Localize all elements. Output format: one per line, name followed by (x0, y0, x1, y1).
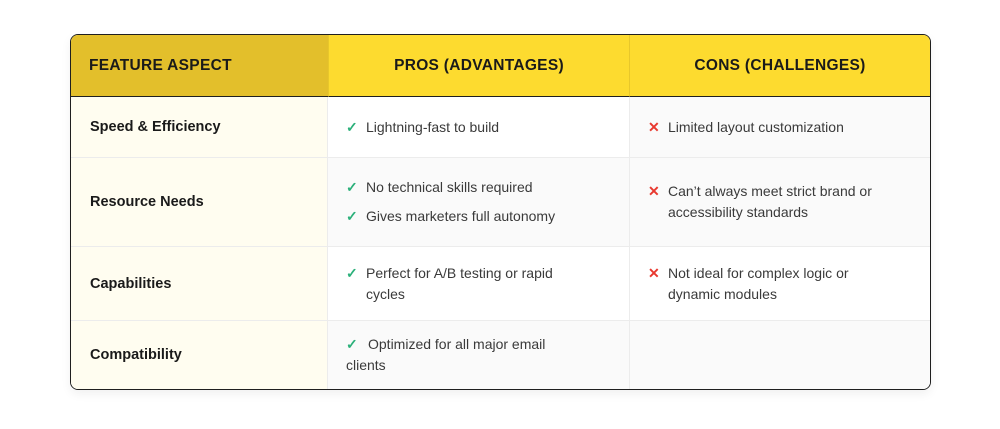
con-text: Can’t always meet strict brand or access… (668, 183, 872, 220)
row-aspect: Capabilities (71, 247, 328, 321)
con-item: ✕ Can’t always meet strict brand or acce… (648, 181, 912, 223)
row-aspect: Compatibility (71, 321, 328, 389)
row-aspect: Speed & Efficiency (71, 97, 328, 158)
row-pros: ✓ Lightning-fast to build (328, 97, 629, 158)
con-item: ✕ Not ideal for complex logic or dynamic… (648, 263, 912, 305)
pro-item: ✓ Perfect for A/B testing or rapid cycle… (346, 263, 611, 305)
con-item: ✕ Limited layout customization (648, 117, 912, 138)
row-cons: ✕ Not ideal for complex logic or dynamic… (629, 247, 930, 321)
header-cons: CONS (CHALLENGES) (629, 35, 930, 97)
check-icon: ✓ (346, 336, 358, 352)
pro-item: ✓ Lightning-fast to build (346, 117, 611, 138)
con-text: Limited layout customization (668, 118, 844, 135)
cross-icon: ✕ (648, 264, 660, 281)
pro-text: Perfect for A/B testing or rapid cycles (366, 264, 553, 302)
check-icon: ✓ (346, 118, 358, 135)
check-icon: ✓ (346, 264, 358, 281)
pro-item: ✓ No technical skills required (346, 177, 611, 198)
pro-text: No technical skills required (366, 179, 533, 195)
row-aspect: Resource Needs (71, 158, 328, 247)
check-icon: ✓ (346, 208, 358, 224)
pro-item: ✓ Gives marketers full autonomy (346, 206, 611, 227)
row-cons: ✕ Limited layout customization (629, 97, 930, 158)
cross-icon: ✕ (648, 118, 660, 135)
pro-item: ✓ Optimized for all major email clients (346, 334, 576, 376)
cross-icon: ✕ (648, 183, 660, 199)
pro-text: Gives marketers full autonomy (366, 208, 556, 224)
check-icon: ✓ (346, 179, 358, 195)
header-feature-aspect: FEATURE ASPECT (71, 35, 328, 97)
pro-text: Optimized for all major email clients (346, 336, 546, 373)
row-cons: ✕ Can’t always meet strict brand or acce… (629, 158, 930, 247)
row-pros: ✓ No technical skills required ✓ Gives m… (328, 158, 629, 247)
pro-text: Lightning-fast to build (366, 118, 500, 135)
table-grid: FEATURE ASPECT PROS (ADVANTAGES) CONS (C… (71, 35, 930, 389)
con-text: Not ideal for complex logic or dynamic m… (668, 264, 849, 302)
row-pros: ✓ Perfect for A/B testing or rapid cycle… (328, 247, 629, 321)
header-pros: PROS (ADVANTAGES) (328, 35, 629, 97)
row-pros: ✓ Optimized for all major email clients (328, 321, 629, 389)
row-cons-empty (629, 321, 930, 389)
comparison-table: FEATURE ASPECT PROS (ADVANTAGES) CONS (C… (70, 34, 931, 390)
